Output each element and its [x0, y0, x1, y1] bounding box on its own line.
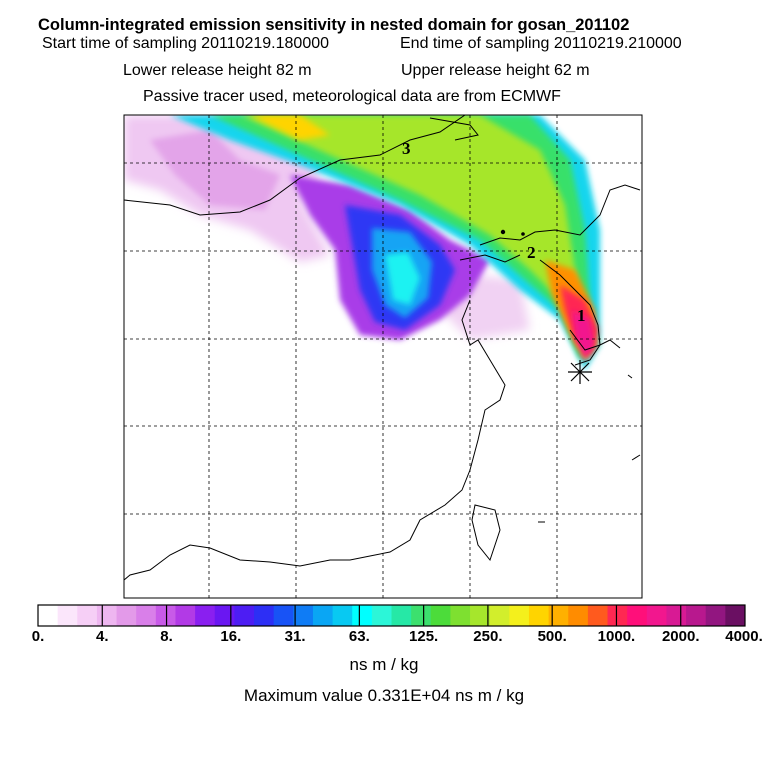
colorbar-swatch	[136, 605, 157, 626]
track-dot	[500, 229, 506, 235]
colorbar-swatch	[607, 605, 628, 626]
track-dot	[521, 232, 525, 236]
colorbar-swatch	[38, 605, 59, 626]
colorbar-swatch	[195, 605, 216, 626]
colorbar-swatch	[666, 605, 687, 626]
colorbar-swatch	[470, 605, 491, 626]
colorbar-swatch	[293, 605, 314, 626]
colorbar-swatch	[391, 605, 412, 626]
colorbar-tick-label: 63.	[348, 628, 370, 645]
colorbar-swatch	[587, 605, 609, 626]
start-time-label: Start time of sampling 20110219.180000	[42, 35, 330, 52]
model-note: Passive tracer used, meteorological data…	[143, 88, 561, 105]
colorbar-swatch	[57, 605, 78, 626]
colorbar-swatch	[430, 605, 451, 626]
colorbar-swatch	[77, 605, 98, 626]
plume-yellow	[250, 115, 330, 140]
track-label-1: 1	[577, 306, 586, 325]
plume-magenta	[572, 310, 595, 360]
field-layer	[124, 115, 641, 581]
colorbar-swatch	[548, 605, 569, 626]
upper-height-label: Upper release height 62 m	[401, 62, 590, 79]
colorbar-swatch	[489, 605, 510, 626]
maximum-value-text: Maximum value 0.331E+04 ns m / kg	[243, 686, 525, 705]
lat-lon-grid	[124, 115, 642, 598]
colorbar-swatch	[725, 605, 746, 626]
colorbar-swatch	[214, 605, 235, 626]
colorbar-tick-label: 8.	[160, 628, 173, 645]
colorbar-tick-label: 1000.	[597, 628, 636, 645]
colorbar-tick-label: 4.	[96, 628, 109, 645]
colorbar-swatch	[371, 605, 392, 626]
colorbar-swatch	[155, 605, 176, 626]
colorbar-swatch	[116, 605, 137, 626]
colorbar-swatch	[509, 605, 530, 626]
colorbar-swatch	[705, 605, 726, 626]
haze-spots	[150, 130, 280, 210]
colorbar-swatch	[332, 605, 353, 626]
colorbar-swatch	[254, 605, 275, 626]
colorbar-swatch	[352, 605, 373, 626]
colorbar-tick-label: 4000.	[725, 628, 763, 645]
cyan-lobe	[385, 252, 420, 305]
track-label-2: 2	[527, 243, 536, 262]
track-label-3: 3	[402, 139, 411, 158]
colorbar-swatch	[568, 605, 589, 626]
colorbar-swatch	[646, 605, 667, 626]
colorbar-tick-label: 500.	[537, 628, 567, 645]
colorbar	[38, 605, 746, 626]
colorbar-units: ns m / kg	[349, 655, 419, 674]
colorbar-swatch	[411, 605, 432, 626]
title-text: Column-integrated emission sensitivity i…	[38, 16, 630, 34]
colorbar-tick-label: 16.	[220, 628, 242, 645]
colorbar-swatch	[450, 605, 471, 626]
colorbar-tick-label: 250.	[473, 628, 503, 645]
colorbar-tick-label: 31.	[284, 628, 306, 645]
plume-yellowgreen	[240, 115, 585, 350]
colorbar-tick-label: 125.	[409, 628, 439, 645]
colorbar-swatch	[273, 605, 294, 626]
end-time-label: End time of sampling 20110219.210000	[400, 35, 682, 52]
coastlines	[124, 115, 641, 581]
release-site-star	[568, 360, 592, 384]
colorbar-swatch	[312, 605, 334, 626]
colorbar-swatch	[175, 605, 196, 626]
colorbar-tick-label: 0.	[31, 628, 45, 645]
colorbar-tick-label: 2000.	[661, 628, 700, 645]
colorbar-swatch	[96, 605, 118, 626]
colorbar-swatch	[627, 605, 648, 626]
lower-height-label: Lower release height 82 m	[123, 62, 312, 79]
colorbar-frame	[37, 604, 746, 627]
map-frame	[123, 114, 643, 599]
colorbar-swatch	[686, 605, 707, 626]
colorbar-swatch	[528, 605, 550, 626]
colorbar-swatch	[234, 605, 255, 626]
